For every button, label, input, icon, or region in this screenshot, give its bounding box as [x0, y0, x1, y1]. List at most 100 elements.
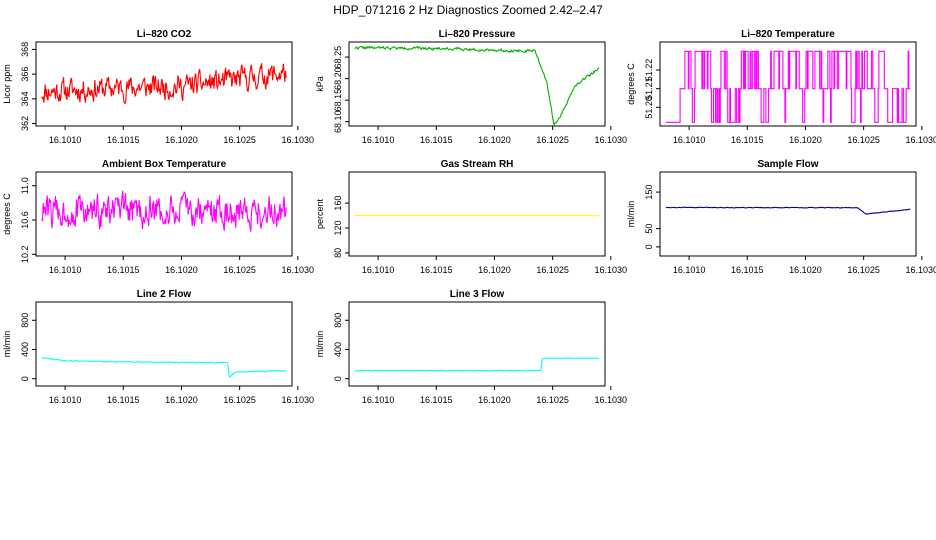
panel-0: Li–820 CO2 Licor ppm 362 364 366 368 16.1010 16… — [2, 29, 314, 145]
y-axis-label: degrees C — [626, 63, 636, 105]
plot-frame — [35, 41, 293, 127]
x-tick-label: 16.1030 — [906, 265, 936, 275]
y-tick-label: 68.20 — [333, 67, 343, 90]
x-tick-label: 16.1010 — [362, 135, 395, 145]
x-tick-label: 16.1015 — [107, 135, 140, 145]
plot-frame — [348, 41, 606, 127]
y-tick-label: 51.22 — [644, 59, 654, 82]
x-tick-label: 16.1015 — [420, 265, 453, 275]
y-tick-label: 68.10 — [333, 110, 343, 133]
x-tick-label: 16.1010 — [673, 265, 706, 275]
x-tick-label: 16.1030 — [282, 395, 315, 405]
x-tick-label: 16.1020 — [165, 265, 198, 275]
x-tick-label: 16.1025 — [536, 395, 569, 405]
panel-6: Line 2 Flow ml/min 0 400 800 16.1010 16.1015 16… — [2, 289, 314, 405]
panel-title: Gas Stream RH — [441, 159, 514, 170]
y-tick-label: 10.6 — [20, 211, 30, 229]
x-tick-label: 16.1015 — [420, 135, 453, 145]
x-tick-label: 16.1020 — [789, 135, 822, 145]
y-tick-label: 150 — [644, 185, 654, 200]
x-tick-label: 16.1015 — [420, 395, 453, 405]
x-tick-label: 16.1025 — [536, 135, 569, 145]
x-tick-label: 16.1010 — [49, 135, 82, 145]
panel-2: Li–820 Temperature degrees C 51.2051.2151.… — [626, 29, 936, 145]
x-tick-label: 16.1015 — [107, 395, 140, 405]
x-tick-label: 16.1025 — [847, 135, 880, 145]
y-tick-label: 51.21 — [644, 77, 654, 100]
y-tick-label: 68.15 — [333, 89, 343, 112]
y-tick-label: 68.25 — [333, 46, 343, 69]
y-tick-label: 400 — [20, 342, 30, 357]
panel-4: Gas Stream RH percent 80 120 160 16.1010 16.10… — [315, 159, 627, 275]
series-line — [41, 357, 287, 379]
x-tick-label: 16.1020 — [165, 395, 198, 405]
plot-frame — [35, 301, 293, 387]
y-tick-label: 400 — [333, 342, 343, 357]
x-tick-label: 16.1010 — [49, 265, 82, 275]
panels-group: Li–820 CO2 Licor ppm 362 364 366 368 16.1010 16… — [2, 29, 936, 405]
y-tick-label: 160 — [333, 196, 343, 211]
x-tick-label: 16.1025 — [223, 265, 256, 275]
panel-title: Li–820 Temperature — [741, 29, 835, 40]
y-tick-label: 368 — [20, 42, 30, 57]
x-tick-label: 16.1015 — [731, 265, 764, 275]
y-tick-label: 366 — [20, 67, 30, 82]
y-tick-label: 0 — [333, 376, 343, 381]
x-tick-label: 16.1020 — [165, 135, 198, 145]
x-tick-label: 16.1030 — [595, 395, 628, 405]
y-tick-label: 364 — [20, 91, 30, 106]
plot-frame — [348, 171, 606, 257]
x-tick-label: 16.1020 — [789, 265, 822, 275]
series-line — [354, 357, 600, 372]
panel-7: Line 3 Flow ml/min 0 400 800 16.1010 16.1015 16… — [315, 289, 627, 405]
x-tick-label: 16.1010 — [49, 395, 82, 405]
y-tick-label: 51.20 — [644, 96, 654, 119]
y-tick-label: 0 — [644, 244, 654, 249]
plot-frame — [659, 171, 917, 257]
panel-5: Sample Flow ml/min 0 50 150 16.1010 16.1015 16.… — [626, 159, 936, 275]
x-tick-label: 16.1015 — [731, 135, 764, 145]
x-tick-label: 16.1025 — [847, 265, 880, 275]
x-tick-label: 16.1010 — [362, 265, 395, 275]
panel-title: Sample Flow — [757, 159, 818, 170]
panel-title: Li–820 Pressure — [439, 29, 516, 40]
plot-frame — [35, 171, 293, 257]
plot-frame — [348, 301, 606, 387]
x-tick-label: 16.1015 — [107, 265, 140, 275]
x-tick-label: 16.1025 — [536, 265, 569, 275]
x-tick-label: 16.1025 — [223, 135, 256, 145]
figure-title: HDP_071216 2 Hz Diagnostics Zoomed 2.42–… — [333, 3, 603, 17]
y-axis-label: ml/min — [2, 331, 12, 358]
x-tick-label: 16.1020 — [478, 265, 511, 275]
y-tick-label: 800 — [20, 313, 30, 328]
x-tick-label: 16.1010 — [673, 135, 706, 145]
x-tick-label: 16.1010 — [362, 395, 395, 405]
series-line — [665, 206, 911, 215]
y-tick-label: 800 — [333, 313, 343, 328]
series-line — [41, 63, 287, 105]
y-tick-label: 11.0 — [20, 177, 30, 194]
y-axis-label: Licor ppm — [2, 64, 12, 104]
y-tick-label: 0 — [20, 376, 30, 381]
y-tick-label: 10.2 — [20, 246, 30, 264]
y-axis-label: ml/min — [315, 331, 325, 358]
y-axis-label: kPa — [315, 76, 325, 92]
y-axis-label: percent — [315, 198, 325, 229]
panel-title: Line 2 Flow — [137, 289, 192, 300]
series-line — [41, 190, 287, 232]
panel-title: Line 3 Flow — [450, 289, 505, 300]
x-tick-label: 16.1025 — [223, 395, 256, 405]
panel-title: Ambient Box Temperature — [102, 159, 227, 170]
x-tick-label: 16.1030 — [906, 135, 936, 145]
y-tick-label: 362 — [20, 116, 30, 131]
x-tick-label: 16.1030 — [595, 135, 628, 145]
y-axis-label: degrees C — [2, 193, 12, 235]
x-tick-label: 16.1030 — [282, 265, 315, 275]
panel-3: Ambient Box Temperature degrees C 10.2 10.6… — [2, 159, 314, 275]
series-line — [354, 45, 600, 127]
panel-title: Li–820 CO2 — [137, 29, 192, 40]
y-tick-label: 120 — [333, 220, 343, 235]
plot-frame — [659, 41, 917, 127]
x-tick-label: 16.1030 — [282, 135, 315, 145]
